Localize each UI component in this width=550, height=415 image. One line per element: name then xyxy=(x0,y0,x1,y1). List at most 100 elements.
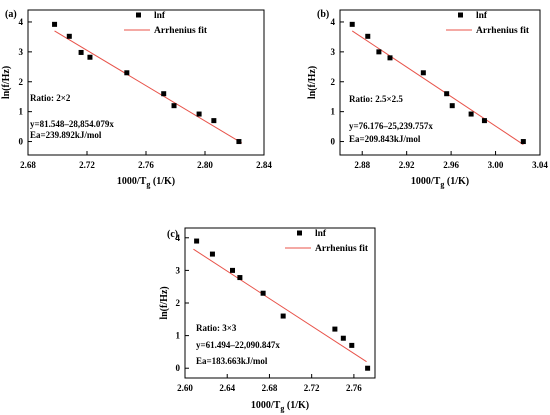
plot-frame xyxy=(339,9,541,156)
equation-annotation: y=76.176–25,239.757x xyxy=(349,121,433,131)
y-tick-label: 1 xyxy=(331,107,336,117)
data-point xyxy=(237,275,243,281)
activation-energy-annotation: Ea=209.843kJ/mol xyxy=(349,134,421,144)
y-tick-label: 3 xyxy=(19,47,24,57)
y-tick-label: 4 xyxy=(176,233,181,243)
ratio-annotation: Ratio: 2×2 xyxy=(30,93,71,103)
panel-b: 2.88 2.92 2.96 3.00 3.04 0 1 2 3 4 lnf Arrhenius fi… xyxy=(307,9,548,189)
y-tick-label: 0 xyxy=(176,363,181,373)
x-axis-title-main: 1000/T xyxy=(117,176,147,187)
legend-marker-square xyxy=(458,12,463,18)
y-tick-label: 0 xyxy=(19,137,24,147)
y-axis-title: ln(f/Hz) xyxy=(159,286,170,319)
x-tick-label: 2.72 xyxy=(304,383,320,393)
data-point xyxy=(194,238,200,244)
data-point xyxy=(230,267,235,273)
data-point xyxy=(387,55,393,61)
legend-label-fit: Arrhenius fit xyxy=(315,244,369,254)
data-point xyxy=(171,103,177,109)
x-tick-label: 2.96 xyxy=(443,160,459,170)
x-axis-title: 1000/Tg (1/K) xyxy=(251,400,309,413)
y-tick-label: 3 xyxy=(331,47,336,57)
x-axis-title-main: 1000/T xyxy=(251,400,281,411)
y-tick-label: 3 xyxy=(176,265,181,275)
data-point xyxy=(260,290,266,296)
data-point xyxy=(468,111,474,117)
y-tick-label: 1 xyxy=(176,331,181,341)
data-point xyxy=(209,251,215,257)
data-point xyxy=(340,335,346,341)
data-point xyxy=(332,326,338,332)
x-axis-title-unit: (1/K) xyxy=(284,400,309,411)
y-axis-title: ln(f/Hz) xyxy=(1,66,12,99)
x-axis-title-subscript: g xyxy=(440,180,444,189)
ratio-annotation: Ratio: 2.5×2.5 xyxy=(349,94,403,104)
data-point xyxy=(365,365,371,371)
x-tick-label: 2.92 xyxy=(399,160,415,170)
equation-annotation: y=61.494–22,090.847x xyxy=(196,340,280,350)
x-tick-label: 2.72 xyxy=(79,160,95,170)
activation-energy-annotation: Ea=239.892kJ/mol xyxy=(30,130,102,140)
legend-marker-square xyxy=(297,230,302,236)
y-tick-label: 4 xyxy=(331,17,336,27)
data-point xyxy=(520,139,526,145)
x-tick-label: 2.68 xyxy=(262,383,278,393)
x-axis-title: 1000/Tg (1/K) xyxy=(117,176,175,189)
ratio-annotation: Ratio: 3×3 xyxy=(196,323,237,333)
data-point xyxy=(161,91,167,97)
legend-label-lnf: lnf xyxy=(315,229,327,239)
panel-c: 2.60 2.64 2.68 2.72 2.76 0 1 2 3 4 lnf Arrhenius fi… xyxy=(159,227,376,413)
data-point xyxy=(280,313,286,319)
x-axis-title: 1000/Tg (1/K) xyxy=(411,176,469,189)
data-point xyxy=(481,118,487,124)
data-point xyxy=(236,139,242,145)
x-axis-title-subscript: g xyxy=(146,180,150,189)
data-point xyxy=(420,70,426,76)
panel-label: (b) xyxy=(317,9,329,20)
data-point xyxy=(365,33,371,39)
data-point xyxy=(52,21,58,27)
legend-label-lnf: lnf xyxy=(476,11,488,21)
data-point xyxy=(211,118,217,124)
panel-a: 2.68 2.72 2.76 2.80 2.84 0 1 2 3 4 lnf Arrhenius fi… xyxy=(1,9,272,189)
y-tick-label: 1 xyxy=(19,107,24,117)
x-axis-title-unit: (1/K) xyxy=(444,176,469,187)
legend-label-lnf: lnf xyxy=(154,11,166,21)
x-tick-label: 2.64 xyxy=(219,383,235,393)
x-tick-label: 2.88 xyxy=(354,160,370,170)
y-tick-label: 2 xyxy=(331,77,336,87)
x-tick-label: 2.60 xyxy=(177,383,193,393)
legend-label-fit: Arrhenius fit xyxy=(476,26,530,36)
x-axis-title-unit: (1/K) xyxy=(150,176,175,187)
data-point xyxy=(376,49,382,55)
equation-annotation: y=81.548–28,854.079x xyxy=(30,119,114,129)
data-point xyxy=(349,21,355,27)
x-axis-title-subscript: g xyxy=(280,404,284,413)
y-tick-label: 2 xyxy=(176,298,181,308)
legend-marker-square xyxy=(136,12,141,18)
x-tick-label: 2.68 xyxy=(20,160,36,170)
arrhenius-fit-line xyxy=(193,248,367,363)
y-tick-label: 0 xyxy=(331,137,336,147)
data-point xyxy=(349,342,355,348)
x-axis-title-main: 1000/T xyxy=(411,176,441,187)
x-tick-label: 2.76 xyxy=(346,383,362,393)
panel-label: (c) xyxy=(167,229,178,240)
x-tick-label: 2.76 xyxy=(138,160,154,170)
x-tick-label: 2.80 xyxy=(197,160,213,170)
data-point xyxy=(196,111,202,117)
data-point xyxy=(87,54,93,60)
x-tick-label: 2.84 xyxy=(256,160,272,170)
arrhenius-fit-line xyxy=(54,30,243,144)
data-point xyxy=(78,49,84,55)
data-point xyxy=(444,91,450,97)
y-tick-label: 4 xyxy=(19,17,24,27)
activation-energy-annotation: Ea=183.663kJ/mol xyxy=(196,356,268,366)
panel-label: (a) xyxy=(5,9,17,20)
y-tick-label: 2 xyxy=(19,77,24,87)
data-point xyxy=(66,33,72,39)
legend-label-fit: Arrhenius fit xyxy=(154,26,208,36)
data-point xyxy=(124,70,130,76)
data-point xyxy=(449,103,455,109)
